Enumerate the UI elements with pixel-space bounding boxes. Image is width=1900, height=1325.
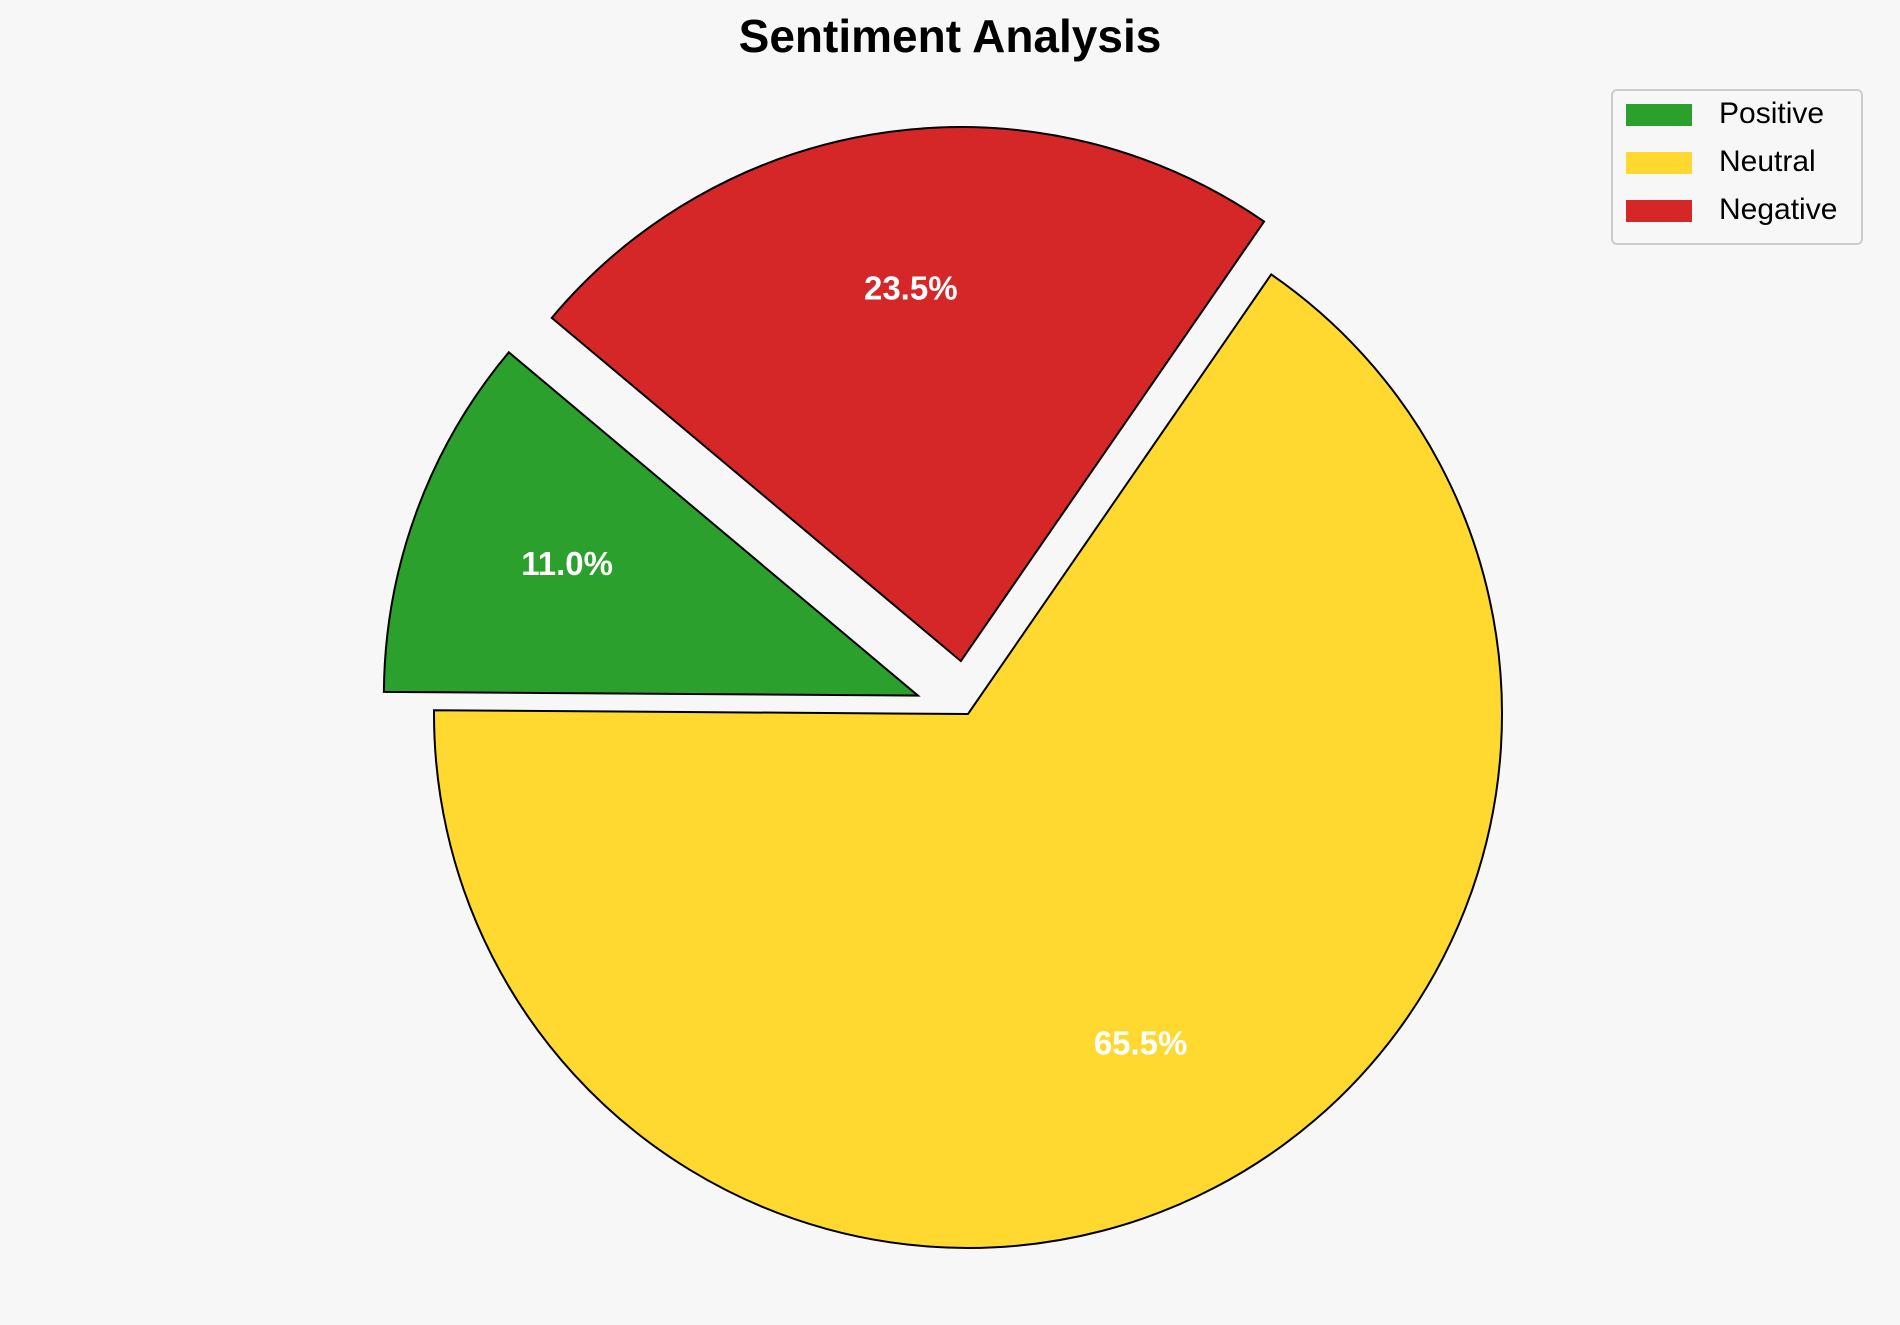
pie-slice — [433, 273, 1503, 1249]
slice-label: 11.0% — [521, 545, 613, 582]
pie-slice — [382, 350, 921, 697]
legend-swatch — [1626, 104, 1692, 126]
legend-label: Neutral — [1719, 145, 1816, 178]
legend-label: Negative — [1719, 193, 1837, 226]
slice-label: 65.5% — [1094, 1024, 1188, 1061]
slice-label: 23.5% — [864, 269, 958, 306]
legend-swatch — [1626, 152, 1692, 174]
legend-swatch — [1626, 200, 1692, 222]
pie-slice — [550, 126, 1266, 663]
legend-label: Positive — [1719, 97, 1824, 130]
chart-title: Sentiment Analysis — [739, 10, 1162, 62]
